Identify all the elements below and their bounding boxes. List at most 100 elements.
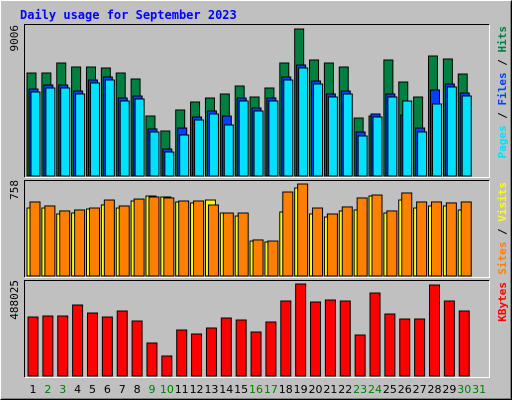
bar xyxy=(27,316,39,377)
bar xyxy=(72,304,84,377)
bar xyxy=(297,183,309,277)
panel-bevel-dark xyxy=(24,24,490,178)
bar xyxy=(327,96,338,177)
bar xyxy=(295,283,307,377)
bar xyxy=(356,197,368,277)
x-tick-label: 16 xyxy=(249,383,263,396)
bar xyxy=(193,200,205,277)
bar xyxy=(176,329,188,377)
x-tick-label: 12 xyxy=(190,383,204,396)
x-tick-label: 17 xyxy=(264,383,278,396)
x-tick-label: 25 xyxy=(383,383,397,396)
x-tick-label: 22 xyxy=(338,383,352,396)
legend-entry: KBytes xyxy=(496,282,509,322)
bar xyxy=(57,315,69,377)
panel-bevel-dark xyxy=(24,280,490,378)
bar xyxy=(252,239,264,277)
bar xyxy=(386,210,398,277)
bar xyxy=(104,79,115,177)
chart-title: Daily usage for September 2023 xyxy=(20,8,237,22)
bar xyxy=(75,93,86,177)
panel-bevel-light xyxy=(24,280,490,378)
bar xyxy=(179,134,190,177)
bar xyxy=(265,321,277,377)
bar xyxy=(460,201,472,277)
bar xyxy=(268,100,279,177)
x-tick-label: 8 xyxy=(134,383,141,396)
bar xyxy=(458,310,470,377)
bar xyxy=(446,86,457,177)
x-tick-label: 20 xyxy=(309,383,323,396)
x-tick-label: 26 xyxy=(398,383,412,396)
x-tick-label: 11 xyxy=(175,383,189,396)
x-tick-label: 24 xyxy=(368,383,382,396)
legend-entry: Visits xyxy=(496,182,509,222)
bar xyxy=(116,310,128,377)
bar xyxy=(401,192,413,277)
bar xyxy=(357,135,368,177)
x-tick-label: 28 xyxy=(427,383,441,396)
bar xyxy=(178,200,190,277)
x-tick-label: 31 xyxy=(472,383,486,396)
bar xyxy=(148,196,160,277)
bar xyxy=(220,317,232,377)
bar xyxy=(119,100,130,177)
bar xyxy=(208,113,219,177)
bar xyxy=(42,315,54,377)
bar xyxy=(131,320,143,377)
bar xyxy=(149,131,160,177)
x-tick-label: 19 xyxy=(294,383,308,396)
bar xyxy=(339,300,351,377)
bar xyxy=(445,202,457,277)
bar xyxy=(283,79,294,177)
x-tick-label: 10 xyxy=(160,383,174,396)
x-tick-label: 23 xyxy=(353,383,367,396)
bar xyxy=(417,131,428,177)
bar xyxy=(354,334,366,377)
legend-entry: Sites xyxy=(496,242,509,275)
x-tick-label: 9 xyxy=(148,383,155,396)
x-tick-label: 14 xyxy=(219,383,233,396)
bar xyxy=(30,91,41,177)
bar xyxy=(74,209,86,277)
legend-entry: Pages xyxy=(496,125,509,158)
y-tick-label: 9006 xyxy=(8,25,21,52)
y-tick-label: 488025 xyxy=(8,280,21,320)
bar xyxy=(101,316,113,377)
bar xyxy=(431,103,442,177)
bar xyxy=(223,124,234,177)
y-tick-label: 758 xyxy=(8,180,21,200)
bar xyxy=(402,100,413,177)
bar xyxy=(312,207,324,277)
bar xyxy=(238,100,249,177)
bar xyxy=(60,87,71,177)
bar xyxy=(133,198,145,277)
bar xyxy=(44,205,56,277)
bar xyxy=(324,299,336,377)
bar xyxy=(235,319,247,377)
bar xyxy=(103,199,115,277)
bar xyxy=(194,119,205,177)
legend: KBytes xyxy=(496,282,509,322)
x-tick-label: 5 xyxy=(89,383,96,396)
bar xyxy=(86,312,98,377)
x-tick-label: 18 xyxy=(279,383,293,396)
x-tick-label: 1 xyxy=(30,383,37,396)
x-tick-label: 4 xyxy=(74,383,81,396)
panel-bevel-light xyxy=(24,24,490,178)
bar xyxy=(399,318,411,377)
legend-separator: / xyxy=(496,222,509,242)
bar xyxy=(384,313,396,377)
x-tick-label: 2 xyxy=(44,383,51,396)
bar xyxy=(326,213,338,277)
legend-entry: Hits xyxy=(496,26,509,53)
legend: Sites / Visits xyxy=(496,182,509,275)
legend: Pages / Files / Hits xyxy=(496,26,509,159)
bar xyxy=(280,300,292,377)
bar xyxy=(461,95,472,177)
bar xyxy=(237,212,249,277)
bar xyxy=(267,240,279,277)
